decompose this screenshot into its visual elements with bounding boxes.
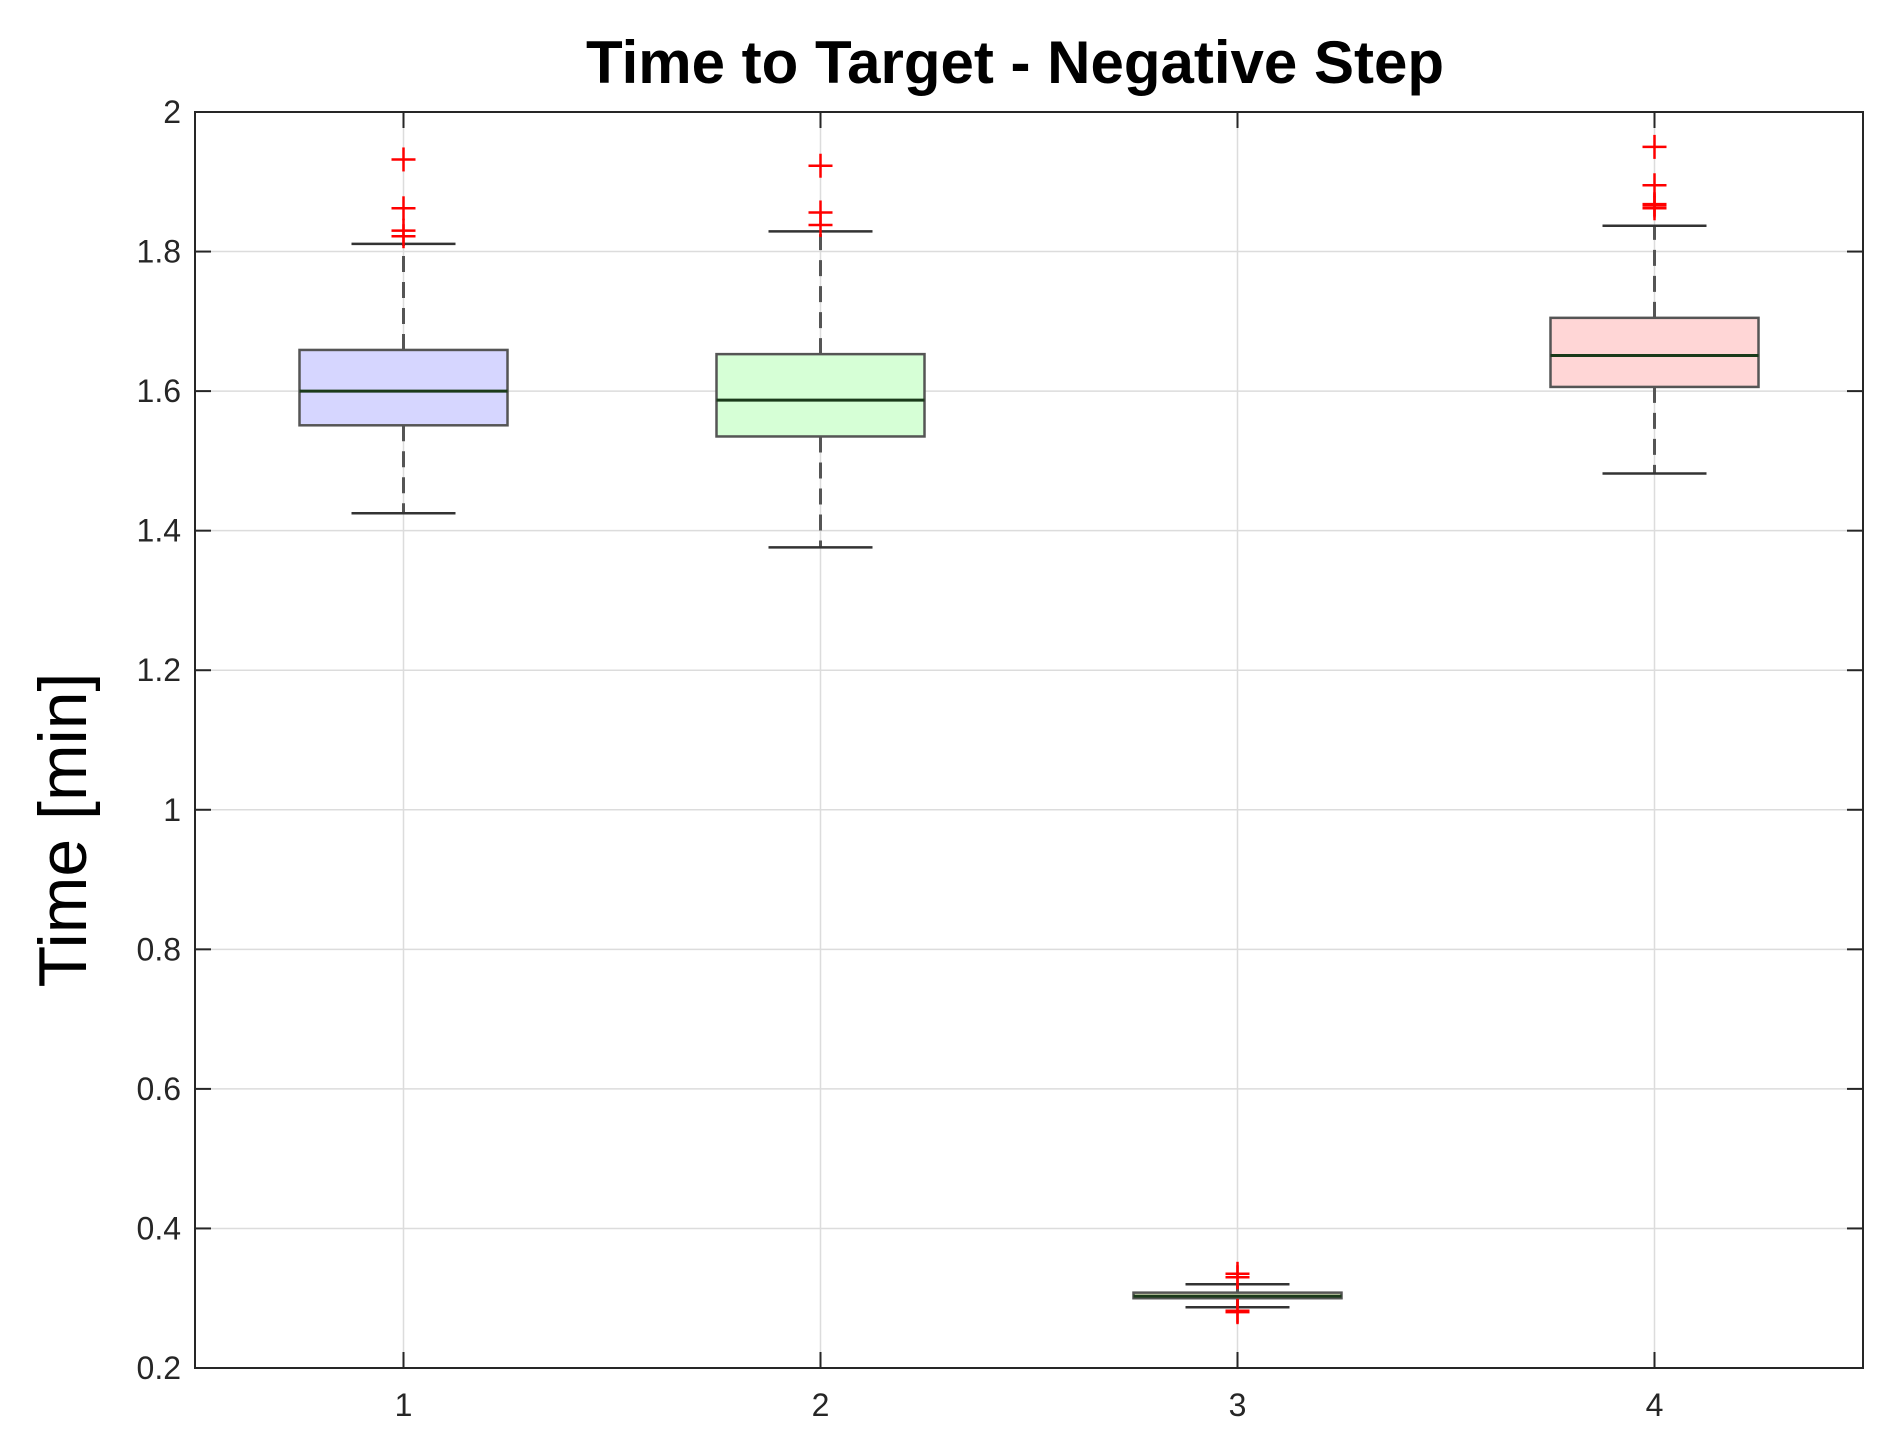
x-tick-label: 2: [812, 1387, 830, 1423]
outlier-marker: [391, 218, 416, 243]
box-3: [1132, 1261, 1343, 1325]
axis-ticks: 0.2 0.4 0.6 0.8 1 1.2 1.4 1.6 1.8 2 1 2 3 4: [137, 94, 1863, 1423]
y-tick-label: 1.8: [137, 234, 181, 270]
outlier-marker: [808, 200, 833, 225]
outlier-marker: [391, 196, 416, 221]
outlier-marker: [1225, 1298, 1250, 1323]
outlier-marker: [391, 147, 416, 172]
y-tick-label: 1: [163, 792, 181, 828]
box-2: [715, 153, 926, 549]
outlier-marker: [1642, 173, 1667, 198]
y-tick-label: 0.6: [137, 1071, 181, 1107]
y-axis-label: Time [min]: [25, 673, 101, 988]
x-tick-label: 3: [1229, 1387, 1247, 1423]
chart-title: Time to Target - Negative Step: [586, 29, 1444, 96]
y-tick-label: 0.8: [137, 931, 181, 967]
y-tick-label: 0.2: [137, 1350, 181, 1386]
box-4: [1549, 134, 1760, 475]
grid: [195, 111, 1863, 1369]
outlier-marker: [1225, 1261, 1250, 1286]
boxes: [298, 134, 1760, 1325]
box-iqr: [1549, 316, 1760, 389]
outlier-marker: [808, 153, 833, 178]
y-tick-label: 1.4: [137, 513, 181, 549]
outlier-marker: [1642, 134, 1667, 159]
y-tick-label: 0.4: [137, 1210, 181, 1246]
box-iqr: [715, 352, 926, 438]
plot-area: [194, 111, 1864, 1369]
x-tick-label: 1: [395, 1387, 413, 1423]
y-tick-label: 1.6: [137, 373, 181, 409]
box-iqr: [298, 348, 509, 427]
x-tick-label: 4: [1646, 1387, 1664, 1423]
y-tick-label: 1.2: [137, 652, 181, 688]
y-tick-label: 2: [163, 94, 181, 130]
box-1: [298, 147, 509, 515]
